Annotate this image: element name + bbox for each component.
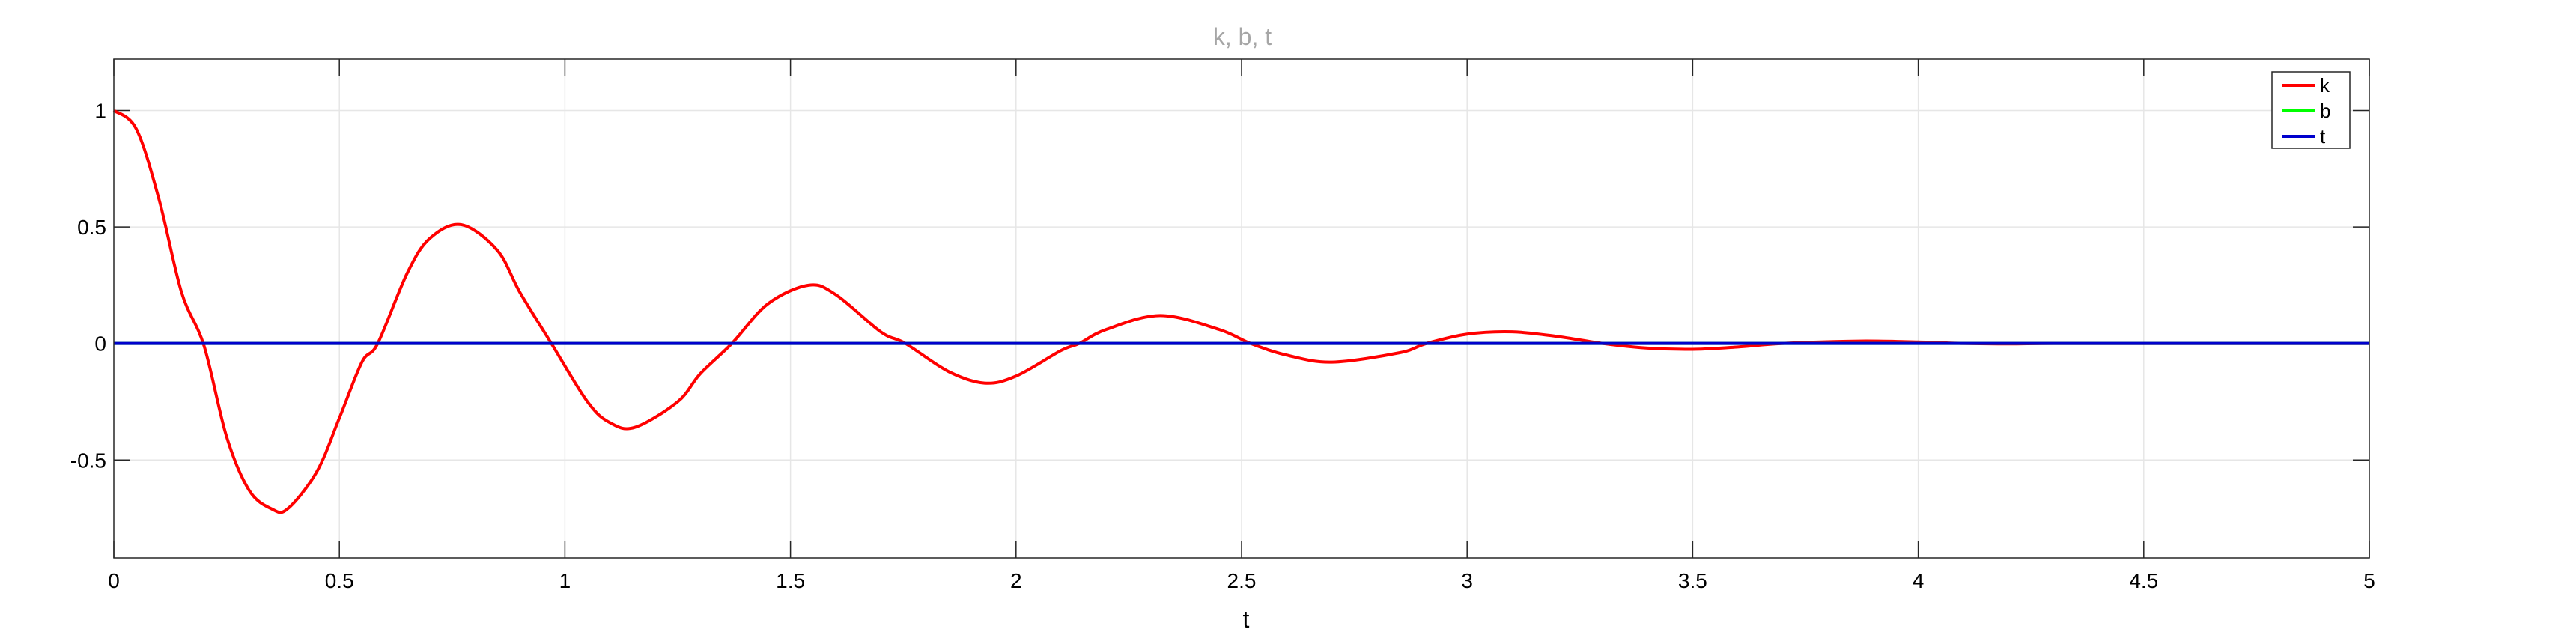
x-tick-label: 0 [108,569,120,592]
x-tick-label: 4.5 [2129,569,2158,592]
chart-title: k, b, t [1213,23,1272,50]
legend-label-b: b [2320,100,2330,122]
x-tick-label: 1.5 [776,569,805,592]
legend-label-k: k [2320,74,2330,97]
x-tick-labels: 0 0.5 1 1.5 2 2.5 3 3.5 4 4.5 5 [108,569,2375,592]
x-tick-label: 3.5 [1678,569,1707,592]
x-axis-label: t [1243,606,1250,633]
legend-label-t: t [2320,125,2326,148]
y-tick-labels: 1 0.5 0 -0.5 [70,99,106,472]
x-tick-label: 5 [2363,569,2375,592]
series-layer [112,109,2369,514]
plot-area [112,58,2370,559]
legend[interactable]: kbt [2271,71,2351,149]
y-tick-label: 0 [94,332,106,356]
y-tick-label: 0.5 [77,216,106,239]
plot-border [113,58,2370,559]
y-tick-label: 1 [94,99,106,122]
y-tick-label: -0.5 [70,449,106,472]
legend-items: kbt [2282,74,2330,148]
x-tick-label: 2.5 [1227,569,1257,592]
x-tick-label: 1 [559,569,571,592]
x-tick-label: 0.5 [325,569,354,592]
x-tick-label: 2 [1010,569,1022,592]
x-tick-label: 4 [1913,569,1925,592]
x-tick-label: 3 [1461,569,1473,592]
